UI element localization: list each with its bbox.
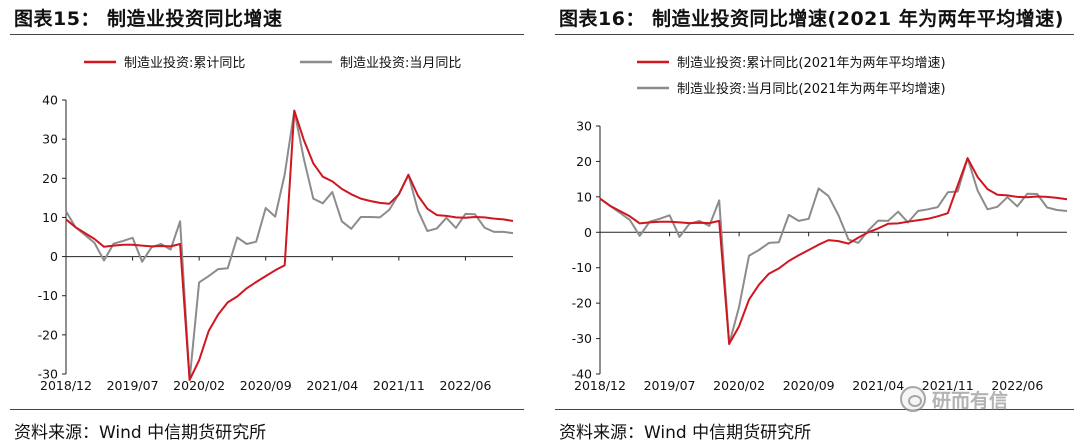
x-tick-label: 2019/07 bbox=[644, 378, 696, 393]
y-tick-label: -20 bbox=[38, 327, 58, 342]
legend-label: 制造业投资:当月同比(2021年为两年平均增速) bbox=[677, 81, 946, 97]
y-tick-label: -10 bbox=[572, 260, 592, 275]
y-tick-label: 30 bbox=[42, 132, 58, 147]
y-tick-label: 20 bbox=[576, 154, 592, 169]
x-tick-label: 2018/12 bbox=[40, 378, 92, 393]
x-tick-label: 2021/11 bbox=[922, 378, 974, 393]
divider bbox=[555, 34, 1074, 35]
series-line bbox=[65, 109, 514, 381]
x-tick-label: 2019/07 bbox=[107, 378, 159, 393]
x-tick-label: 2021/11 bbox=[373, 378, 425, 393]
series-line bbox=[599, 157, 1068, 345]
chart-title: 图表16： 制造业投资同比增速(2021 年为两年平均增速) bbox=[559, 8, 1064, 30]
x-tick-label: 2020/09 bbox=[783, 378, 835, 393]
x-tick-label: 2021/04 bbox=[852, 378, 904, 393]
y-tick-label: 20 bbox=[42, 171, 58, 186]
legend-item: 制造业投资:当月同比 bbox=[300, 55, 461, 71]
y-tick-label: 10 bbox=[42, 210, 58, 225]
series-line bbox=[65, 109, 514, 381]
y-tick-label: -10 bbox=[38, 288, 58, 303]
y-tick-label: -30 bbox=[38, 367, 58, 382]
legend-item: 制造业投资:累计同比(2021年为两年平均增速) bbox=[637, 55, 946, 71]
y-tick-label: -30 bbox=[572, 331, 592, 346]
x-tick-label: 2020/02 bbox=[713, 378, 765, 393]
x-tick-label: 2020/02 bbox=[173, 378, 225, 393]
y-tick-label: -20 bbox=[572, 296, 592, 311]
source-note: 资料来源：Wind 中信期货研究所 bbox=[14, 423, 267, 443]
y-tick-label: 30 bbox=[576, 119, 592, 134]
y-tick-label: 10 bbox=[576, 189, 592, 204]
wechat-logo-icon bbox=[900, 386, 926, 412]
legend-label: 制造业投资:累计同比(2021年为两年平均增速) bbox=[677, 55, 946, 71]
legend-item: 制造业投资:当月同比(2021年为两年平均增速) bbox=[637, 81, 946, 97]
x-tick-label: 2022/06 bbox=[991, 378, 1043, 393]
y-tick-label: 0 bbox=[584, 225, 592, 240]
source-note: 资料来源：Wind 中信期货研究所 bbox=[559, 423, 812, 443]
divider bbox=[555, 409, 1074, 410]
divider bbox=[10, 34, 524, 35]
x-tick-label: 2021/04 bbox=[306, 378, 358, 393]
legend-label: 制造业投资:累计同比 bbox=[124, 55, 245, 71]
x-tick-label: 2022/06 bbox=[439, 378, 491, 393]
legend-item: 制造业投资:累计同比 bbox=[84, 55, 245, 71]
y-tick-label: 0 bbox=[50, 249, 58, 264]
x-tick-label: 2020/09 bbox=[240, 378, 292, 393]
line-chart-right: 制造业投资:累计同比(2021年为两年平均增速) 制造业投资:当月同比(2021年… bbox=[572, 55, 1068, 393]
legend-label: 制造业投资:当月同比 bbox=[340, 55, 461, 71]
watermark: 研而有信 bbox=[900, 384, 1060, 414]
divider bbox=[10, 409, 524, 410]
chart-panel-right: 图表16： 制造业投资同比增速(2021 年为两年平均增速) 制造业投资:累计同… bbox=[545, 0, 1080, 443]
chart-panel-left: 图表15： 制造业投资同比增速 制造业投资:累计同比 制造业投资:当月同比 -30 -… bbox=[0, 0, 530, 443]
x-tick-label: 2018/12 bbox=[574, 378, 626, 393]
watermark-text: 研而有信 bbox=[932, 389, 1009, 412]
y-tick-label: 40 bbox=[42, 93, 58, 108]
chart-title: 图表15： 制造业投资同比增速 bbox=[14, 8, 283, 30]
series-line bbox=[599, 157, 1068, 345]
y-tick-label: -40 bbox=[572, 367, 592, 382]
line-chart-left: 制造业投资:累计同比 制造业投资:当月同比 -30 -20 -10 0 10 20 30 40 20… bbox=[38, 55, 514, 393]
